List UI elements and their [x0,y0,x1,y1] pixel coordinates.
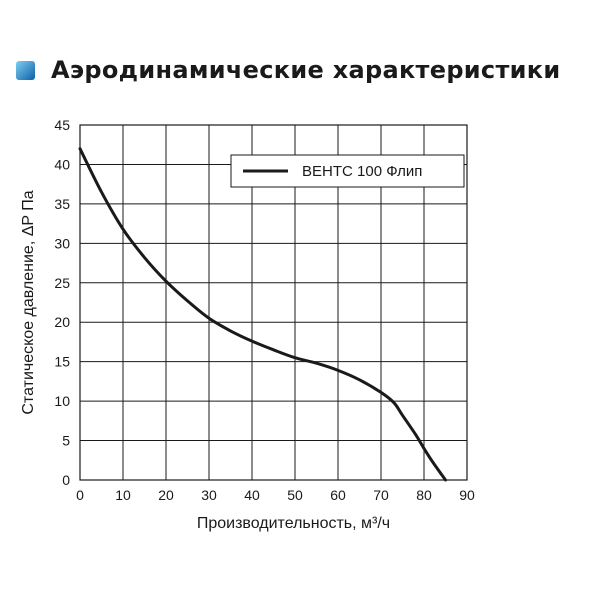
x-tick-label: 70 [373,487,389,503]
x-tick-label: 90 [459,487,475,503]
y-tick-label: 25 [54,275,70,291]
y-tick-label: 15 [54,354,70,370]
x-tick-label: 50 [287,487,303,503]
grid [79,124,468,481]
y-tick-label: 5 [62,433,70,449]
page-title: Аэродинамические характеристики [51,56,561,84]
header: Аэродинамические характеристики [16,50,560,90]
y-tick-label: 30 [54,235,70,251]
legend: ВЕНТС 100 Флип [230,154,465,188]
x-tick-label: 10 [115,487,131,503]
x-axis-label-main: Производительность, м³/ч [197,515,390,532]
x-tick-label: 80 [416,487,432,503]
series-line [78,147,447,482]
x-tick-label: 0 [76,487,84,503]
y-tick-label: 10 [54,393,70,409]
x-tick-label: 30 [201,487,217,503]
y-tick-label: 45 [54,117,70,133]
plot-frame [79,124,468,481]
gradient-square-icon [16,60,35,80]
legend-label: ВЕНТС 100 Флип [302,163,422,180]
x-axis-label: Производительность, м³/ч [197,515,390,532]
x-tick-label: 40 [244,487,260,503]
y-tick-label: 20 [54,314,70,330]
tick-labels: 0 10 20 30 40 50 60 70 80 90 0 5 10 15 20 25 30 35 40 45 [54,117,475,503]
x-tick-label: 60 [330,487,346,503]
y-tick-label: 35 [54,196,70,212]
x-tick-label: 20 [158,487,174,503]
y-axis-label: Статическое давление, ΔP Па [20,190,37,414]
y-tick-label: 0 [62,472,70,488]
y-tick-label: 40 [54,156,70,172]
series-layer [78,147,447,482]
